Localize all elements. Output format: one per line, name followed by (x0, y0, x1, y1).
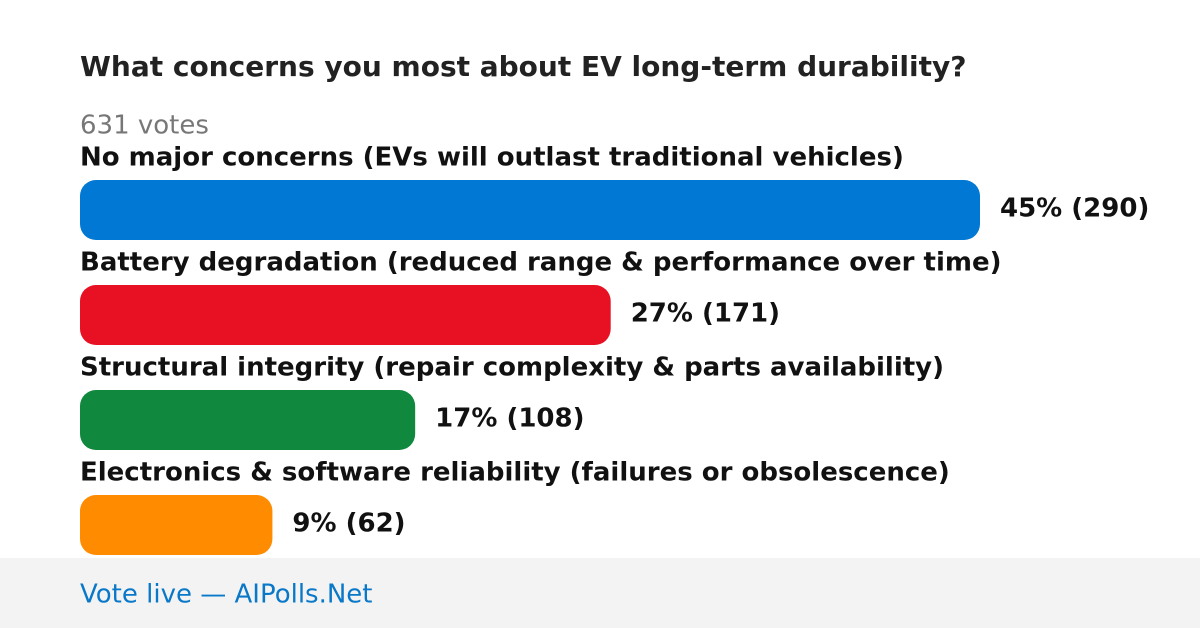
option-label: Battery degradation (reduced range & per… (80, 248, 1001, 278)
option-label: Structural integrity (repair complexity … (80, 353, 944, 383)
value-label: 9% (62) (292, 509, 405, 539)
value-label: 17% (108) (435, 404, 584, 434)
bar (80, 390, 416, 450)
bar (80, 285, 611, 345)
option-label: No major concerns (EVs will outlast trad… (80, 143, 904, 173)
bar (80, 180, 980, 240)
option-label: Electronics & software reliability (fail… (80, 458, 950, 488)
footer-link[interactable]: Vote live — AIPolls.Net (80, 580, 373, 610)
bar (80, 495, 273, 555)
vote-count: 631 votes (80, 111, 209, 141)
value-label: 45% (290) (1000, 194, 1149, 224)
poll-title: What concerns you most about EV long-ter… (80, 50, 966, 83)
footer-band (0, 558, 1200, 628)
value-label: 27% (171) (631, 299, 780, 329)
